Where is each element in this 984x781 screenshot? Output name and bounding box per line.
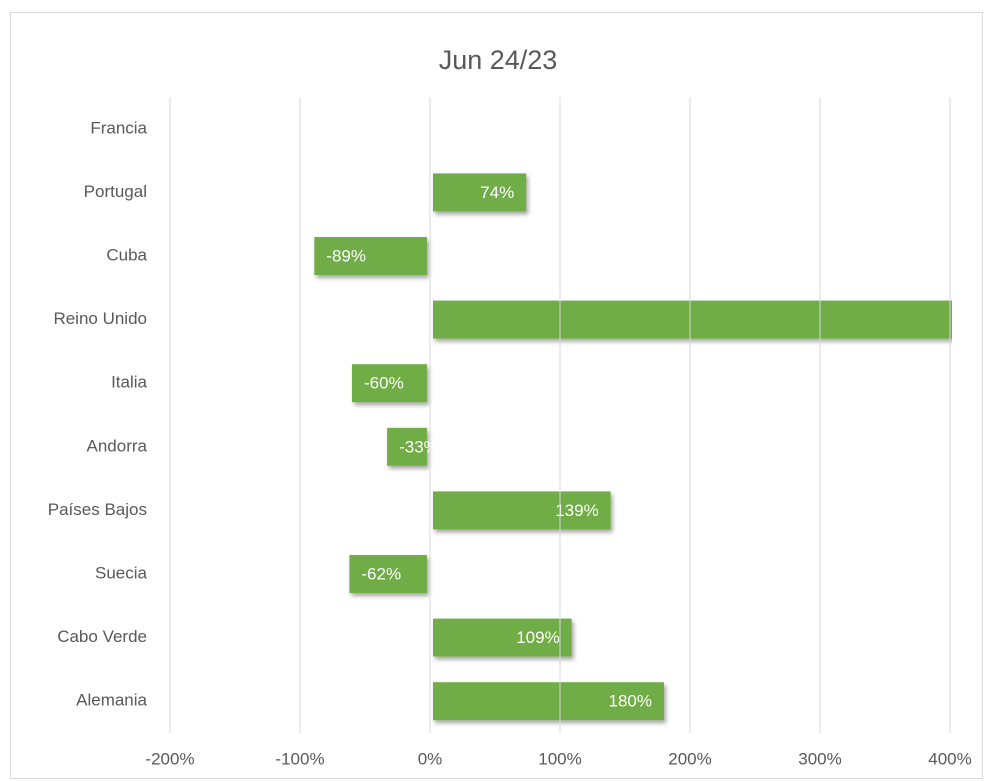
- y-tick-label: Suecia: [95, 563, 148, 582]
- bar: [349, 555, 427, 593]
- y-tick-label: Países Bajos: [48, 500, 147, 519]
- data-label: 74%: [480, 183, 514, 202]
- bar: [314, 237, 427, 275]
- x-tick-label: 200%: [668, 749, 711, 768]
- plot-area: 74% -89% -60% -33% 139% -62% 109% 180%: [314, 173, 952, 721]
- y-tick-label: Francia: [90, 118, 147, 137]
- y-tick-label: Alemania: [76, 691, 147, 710]
- bar: [433, 173, 527, 212]
- bar: [433, 682, 664, 721]
- bar: [433, 300, 952, 339]
- data-label: -62%: [361, 564, 401, 583]
- bar: [352, 364, 427, 403]
- y-tick-label: Portugal: [84, 182, 147, 201]
- x-tick-label: -100%: [275, 749, 324, 768]
- data-label: -89%: [326, 246, 366, 265]
- chart-border: [10, 12, 983, 779]
- data-label: -60%: [364, 374, 404, 393]
- y-tick-label: Reino Unido: [53, 309, 147, 328]
- x-tick-label: 400%: [928, 749, 971, 768]
- data-label: 180%: [609, 692, 652, 711]
- y-tick-label: Cuba: [106, 245, 147, 264]
- bar: [433, 491, 611, 530]
- data-label: -33%: [399, 437, 439, 456]
- y-tick-label: Cabo Verde: [57, 627, 147, 646]
- data-label: 139%: [555, 501, 598, 520]
- y-tick-label: Italia: [111, 373, 147, 392]
- x-tick-label: 300%: [798, 749, 841, 768]
- chart-title: Jun 24/23: [439, 45, 558, 75]
- x-tick-label: 0%: [418, 749, 443, 768]
- y-tick-label: Andorra: [87, 436, 148, 455]
- bar: [387, 427, 427, 466]
- x-tick-label: -200%: [145, 749, 194, 768]
- bar: [433, 618, 572, 657]
- data-label: 109%: [516, 628, 559, 647]
- x-tick-label: 100%: [538, 749, 581, 768]
